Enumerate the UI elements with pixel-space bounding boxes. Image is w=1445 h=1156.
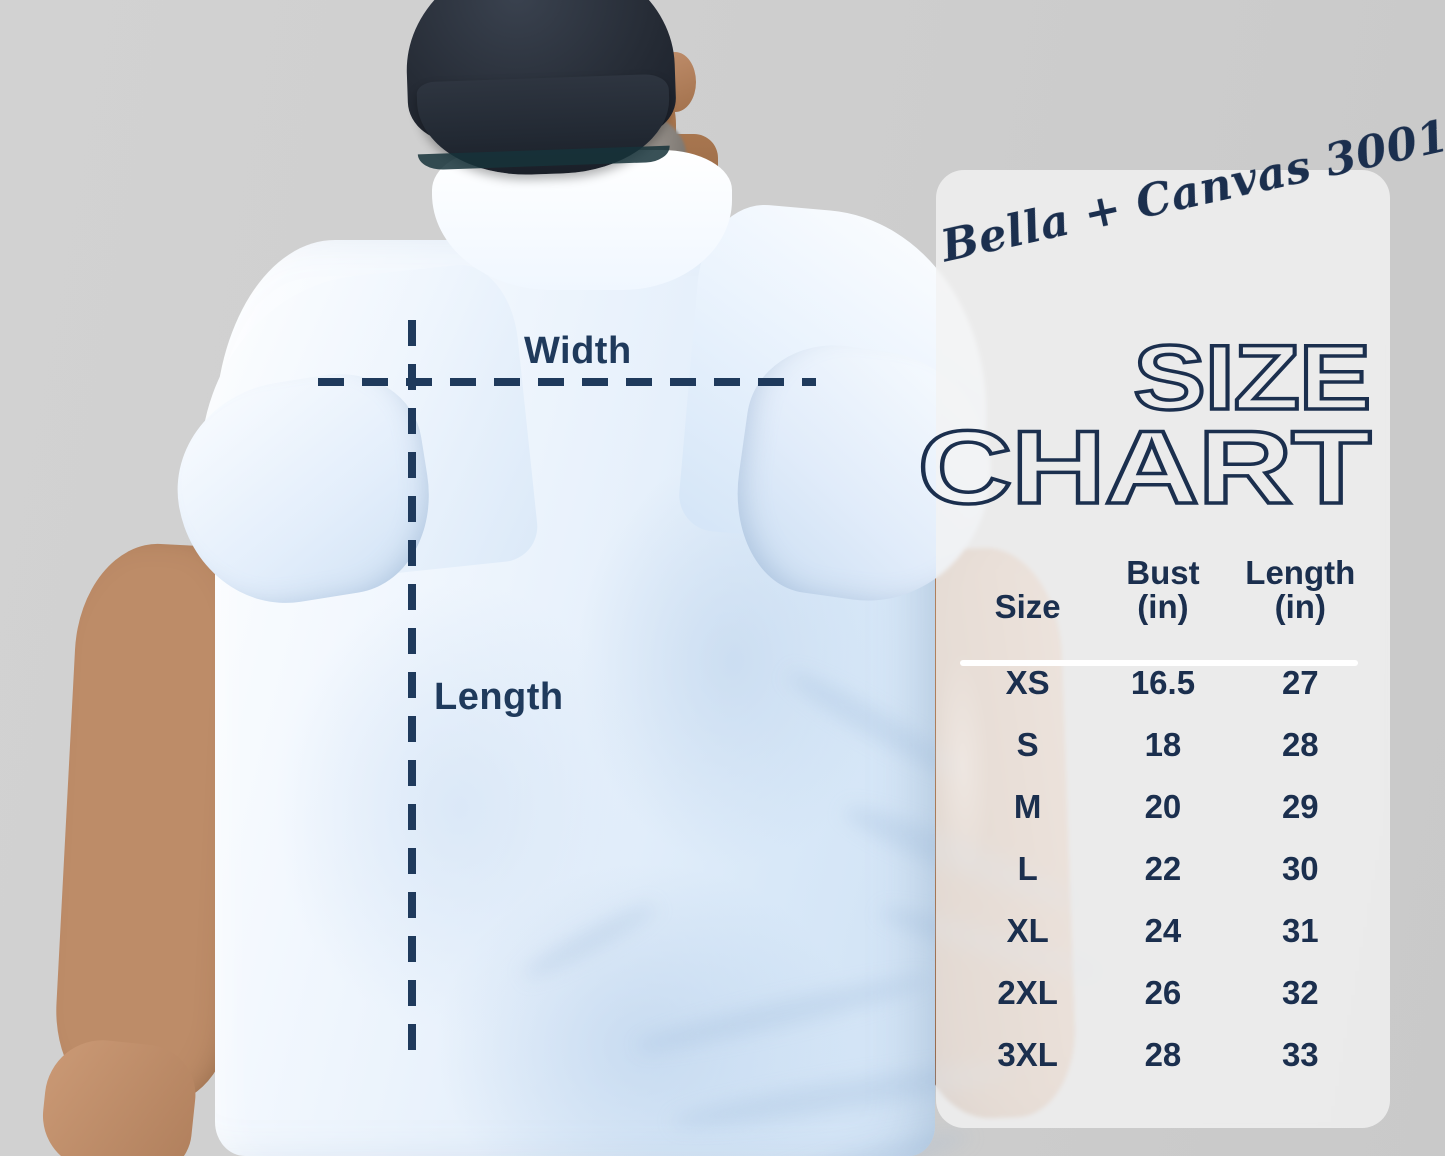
- table-header-row: Size Bust (in) Length (in): [960, 556, 1370, 634]
- table-body: XS 16.5 27 S 18 28 M 20 29 L 22 30: [960, 634, 1370, 1086]
- cell-size: S: [1016, 725, 1039, 763]
- cell-size: L: [1017, 849, 1038, 887]
- cell-bust: 18: [1144, 725, 1182, 763]
- table-row: XS 16.5 27: [960, 652, 1370, 714]
- table-row: XL 24 31: [960, 900, 1370, 962]
- cell-length: 32: [1281, 973, 1319, 1011]
- cell-bust: 24: [1144, 911, 1182, 949]
- cell-bust: 26: [1144, 973, 1182, 1011]
- table-row: M 20 29: [960, 776, 1370, 838]
- table-row: 3XL 28 33: [960, 1024, 1370, 1086]
- size-chart-title: SIZE CHART: [916, 330, 1374, 521]
- table-header-divider: [960, 660, 1358, 666]
- fabric-fold: [635, 966, 935, 1060]
- cell-length: 29: [1281, 787, 1319, 825]
- cell-size: 3XL: [997, 1035, 1058, 1073]
- cell-size: XS: [1005, 663, 1050, 701]
- length-dashed-guide-line: [408, 320, 416, 1056]
- table-row: 2XL 26 32: [960, 962, 1370, 1024]
- column-header-length-unit: (in): [1274, 587, 1326, 625]
- cell-length: 28: [1281, 725, 1319, 763]
- title-line-chart: CHART: [916, 409, 1374, 526]
- measurements-table: Size Bust (in) Length (in): [960, 556, 1370, 1086]
- table-row: S 18 28: [960, 714, 1370, 776]
- cell-length: 30: [1281, 849, 1319, 887]
- table-row: L 22 30: [960, 838, 1370, 900]
- size-chart-panel: [936, 170, 1390, 1128]
- cell-size: M: [1013, 787, 1042, 825]
- cell-bust: 28: [1144, 1035, 1182, 1073]
- column-header-bust-name: Bust: [1126, 554, 1200, 591]
- cell-bust: 20: [1144, 787, 1182, 825]
- column-header-size-name: Size: [994, 587, 1061, 625]
- fabric-fold: [647, 1122, 973, 1156]
- width-dashed-guide-line: [318, 378, 816, 386]
- width-label: Width: [524, 330, 632, 372]
- title-line-size: SIZE: [1131, 327, 1373, 429]
- cell-length: 27: [1281, 663, 1319, 701]
- cell-bust: 22: [1144, 849, 1182, 887]
- cell-size: 2XL: [997, 973, 1058, 1011]
- length-label: Length: [434, 676, 564, 718]
- header-gap: [960, 634, 1370, 652]
- tshirt-collar: [432, 150, 732, 290]
- column-header-length-name: Length: [1245, 554, 1356, 591]
- cell-bust: 16.5: [1130, 663, 1196, 701]
- column-header-length: Length (in): [1231, 556, 1370, 634]
- cell-length: 31: [1281, 911, 1319, 949]
- cell-length: 33: [1281, 1035, 1319, 1073]
- column-header-bust-unit: (in): [1137, 587, 1189, 625]
- fabric-fold: [518, 896, 662, 986]
- column-header-bust: Bust (in): [1095, 556, 1230, 634]
- cell-size: XL: [1006, 911, 1049, 949]
- column-header-size: Size: [960, 556, 1095, 634]
